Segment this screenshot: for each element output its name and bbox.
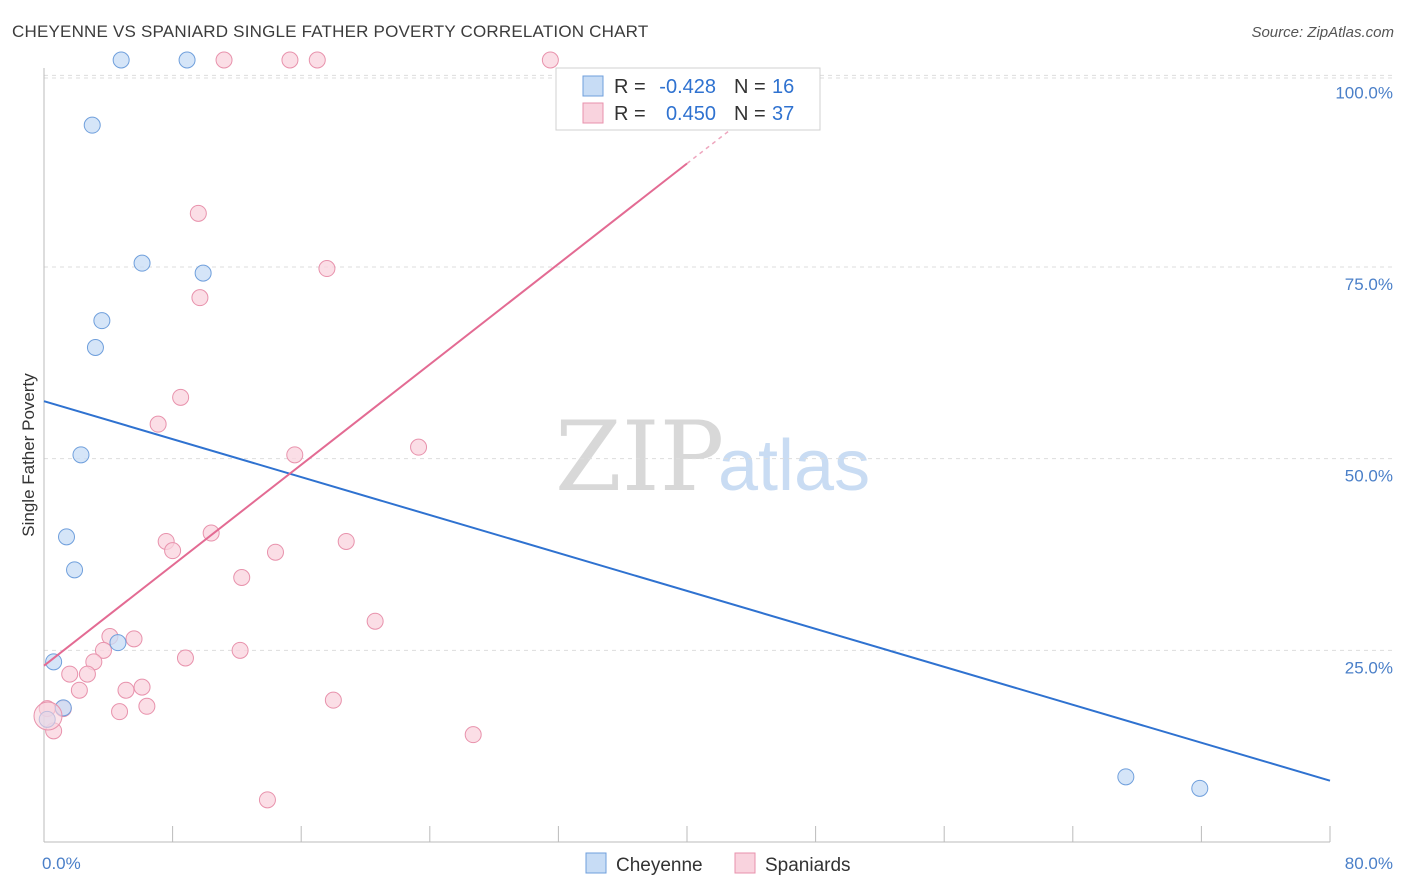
- y-tick-label: 75.0%: [1345, 275, 1393, 294]
- spaniards-point: [308, 51, 326, 69]
- spaniards-point: [366, 612, 384, 630]
- y-tick-label: 100.0%: [1335, 83, 1393, 102]
- cheyenne-point: [194, 264, 212, 282]
- y-tick-label: 50.0%: [1345, 467, 1393, 486]
- cheyenne-point: [83, 116, 101, 134]
- spaniards-legend-swatch: [582, 102, 604, 124]
- spaniards-point: [266, 543, 284, 561]
- cheyenne-point: [109, 634, 127, 652]
- spaniards-point: [133, 678, 151, 696]
- cheyenne-point: [1117, 768, 1135, 786]
- legend-n-label: N =: [734, 76, 766, 98]
- y-axis-title: Single Father Poverty: [19, 373, 38, 537]
- spaniards-point: [464, 726, 482, 744]
- spaniards-point: [258, 791, 276, 809]
- spaniards-point: [233, 569, 251, 586]
- spaniards-point: [94, 641, 112, 659]
- spaniards-point: [70, 681, 88, 699]
- chart-title: CHEYENNE VS SPANIARD SINGLE FATHER POVER…: [12, 22, 649, 41]
- spaniards-point: [117, 681, 135, 699]
- y-tick-label: 25.0%: [1345, 658, 1393, 677]
- spaniards-point: [337, 532, 355, 550]
- spaniards-point: [172, 388, 190, 406]
- spaniards-point: [191, 289, 209, 307]
- spaniards-point: [318, 260, 336, 278]
- spaniards-point: [189, 204, 207, 222]
- spaniards-point: [215, 51, 233, 69]
- cheyenne-trend-line: [43, 400, 1331, 782]
- cheyenne-point: [45, 653, 63, 671]
- cheyenne-bottom-label: Cheyenne: [616, 855, 703, 876]
- legend-r-value: -0.428: [659, 76, 716, 98]
- legend-n-label: N =: [734, 103, 766, 125]
- spaniards-point: [286, 446, 304, 464]
- spaniards-bottom-swatch: [734, 852, 756, 874]
- legend-r-label: R =: [614, 103, 646, 125]
- cheyenne-point: [66, 561, 84, 579]
- spaniards-trend-line: [43, 162, 688, 667]
- spaniards-point: [281, 51, 299, 69]
- cheyenne-point: [112, 51, 130, 69]
- legend-n-value: 16: [772, 76, 794, 98]
- legend-r-label: R =: [614, 76, 646, 98]
- cheyenne-bottom-swatch: [585, 852, 607, 874]
- spaniards-point: [61, 665, 79, 683]
- cheyenne-point: [58, 528, 76, 546]
- spaniards-point: [111, 703, 129, 721]
- cheyenne-legend-swatch: [582, 75, 604, 97]
- spaniards-point: [176, 649, 194, 667]
- spaniards-point: [410, 438, 428, 456]
- spaniards-point: [149, 415, 167, 433]
- cheyenne-point: [86, 339, 104, 356]
- spaniards-bottom-label: Spaniards: [765, 855, 851, 876]
- spaniards-point-cluster: [33, 701, 63, 731]
- spaniards-point: [324, 691, 342, 709]
- cheyenne-point: [1191, 779, 1209, 797]
- legend-r-value: 0.450: [666, 103, 716, 125]
- x-tick-label: 80.0%: [1345, 854, 1393, 873]
- spaniards-point: [231, 641, 249, 659]
- watermark-atlas: atlas: [718, 426, 870, 506]
- cheyenne-point: [178, 51, 196, 69]
- legend-n-value: 37: [772, 103, 794, 125]
- cheyenne-point: [133, 254, 151, 272]
- cheyenne-point: [72, 446, 90, 464]
- spaniards-point: [125, 630, 143, 648]
- bottom-legend: Cheyenne Spaniards: [585, 852, 851, 876]
- source-label: Source: ZipAtlas.com: [1251, 24, 1394, 41]
- spaniards-point: [78, 665, 96, 683]
- watermark-zip: ZIP: [555, 401, 724, 513]
- spaniards-point: [164, 542, 182, 560]
- x-tick-label: 0.0%: [42, 854, 81, 873]
- spaniards-point: [541, 51, 559, 69]
- legend-box: R = -0.428 N = 16 R = 0.450 N = 37: [555, 67, 821, 131]
- cheyenne-point: [93, 312, 111, 330]
- spaniards-point: [138, 697, 156, 715]
